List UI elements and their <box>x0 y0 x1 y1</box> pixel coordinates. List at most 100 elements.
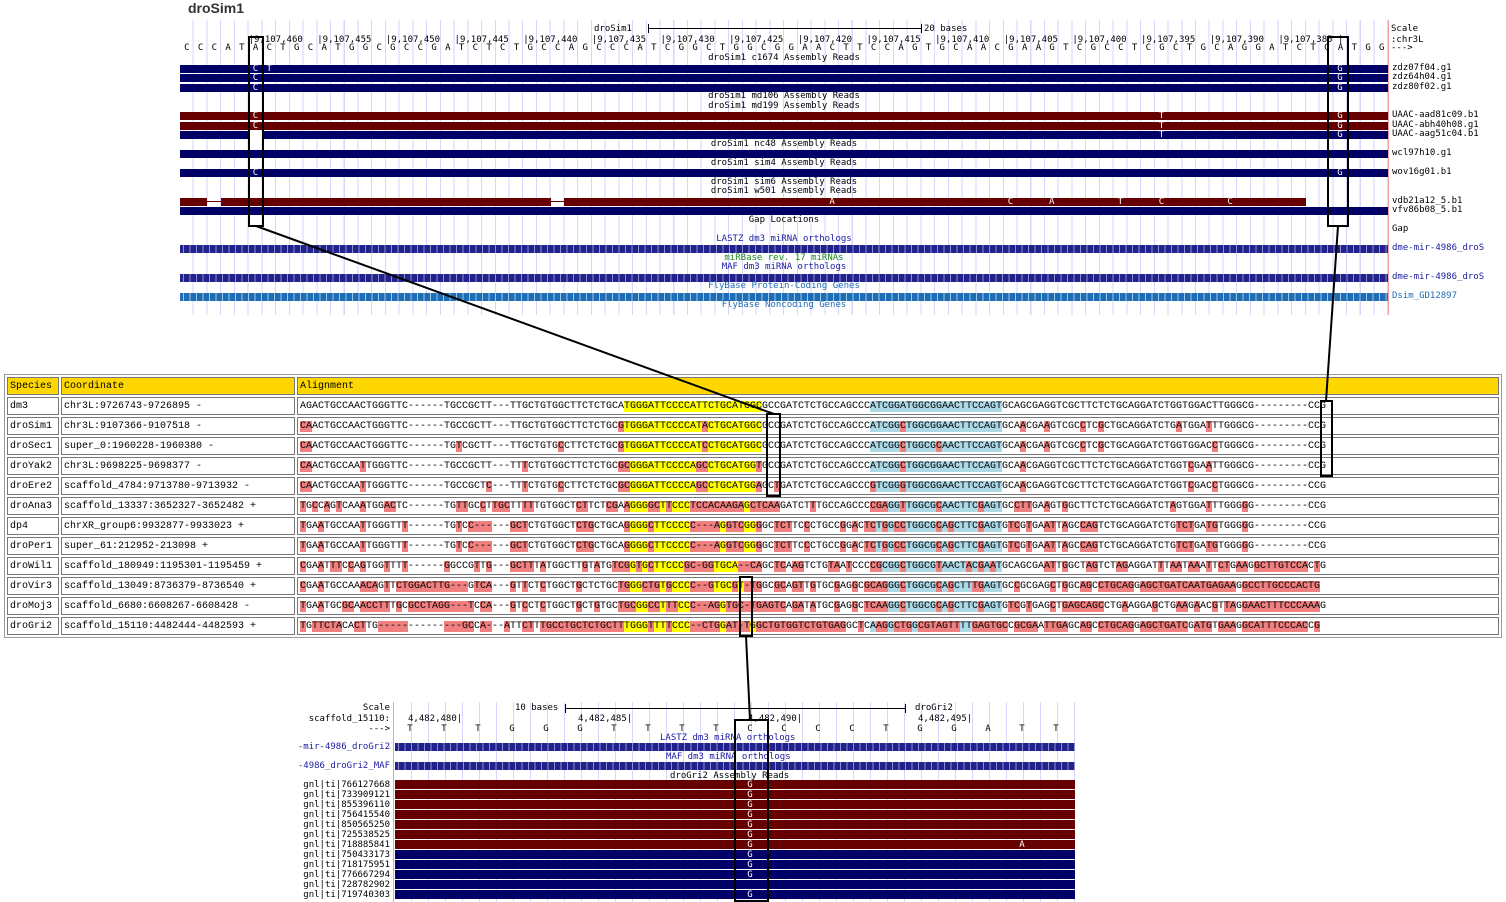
aligned-base: C <box>1242 440 1249 452</box>
aligned-base: - <box>408 480 415 492</box>
read-bar[interactable] <box>180 197 208 206</box>
read-name[interactable]: gnl|ti|850565250 <box>303 820 390 830</box>
track-row: Gap Locations <box>180 215 1388 226</box>
aligned-base: G <box>888 460 895 472</box>
aligned-base: G <box>846 540 853 552</box>
read-bar[interactable] <box>564 197 1306 206</box>
read-bar[interactable] <box>180 150 1388 159</box>
mismatch-base: T <box>1158 120 1165 131</box>
item-name[interactable]: vfv86b08_5.b1 <box>1392 205 1463 216</box>
aligned-base: C <box>1122 400 1129 412</box>
aligned-base: T <box>816 480 823 492</box>
read-name[interactable]: gnl|ti|750433173 <box>303 850 390 860</box>
aligned-base: G <box>1278 560 1285 572</box>
feature-bar[interactable] <box>180 273 1388 282</box>
read-bar[interactable] <box>180 131 249 140</box>
item-name[interactable]: wcl97h10.g1 <box>1392 148 1452 159</box>
assembly-label: droGri2 <box>915 703 953 713</box>
aligned-base: A <box>840 440 847 452</box>
maf-item-label[interactable]: -4986_droGri2_MAF <box>297 761 390 771</box>
aligned-base: G <box>768 600 775 612</box>
aligned-base: T <box>996 540 1003 552</box>
read-bar[interactable] <box>180 121 1388 130</box>
item-name[interactable]: zdz80f02.g1 <box>1392 81 1452 92</box>
lastz-ortholog-feature[interactable] <box>395 743 1075 751</box>
read-bar[interactable] <box>221 197 551 206</box>
item-name[interactable]: zdz64h04.g1 <box>1392 72 1452 83</box>
base: A <box>980 43 987 53</box>
aligned-base: C <box>954 540 961 552</box>
aligned-base: G <box>1128 620 1135 632</box>
aligned-base: - <box>492 620 499 632</box>
read-bar[interactable] <box>180 207 1388 216</box>
aligned-base: A <box>1044 560 1051 572</box>
aligned-base: - <box>1272 480 1279 492</box>
aligned-base: G <box>822 600 829 612</box>
item-name[interactable]: vdb21a12_5.b1 <box>1392 195 1463 206</box>
aligned-base: T <box>864 600 871 612</box>
read-bar[interactable] <box>262 131 1388 140</box>
aligned-base: T <box>654 560 661 572</box>
item-name[interactable]: dme-mir-4986_droS <box>1392 271 1485 282</box>
read-name[interactable]: gnl|ti|728782902 <box>303 880 390 890</box>
aligned-base: G <box>1188 420 1195 432</box>
top-browser-image[interactable]: droSim1 20 bases Scale :chr3L ---> |9,10… <box>180 20 1506 315</box>
item-name[interactable]: dme-mir-4986_droS <box>1392 243 1485 254</box>
aligned-base: - <box>498 560 505 572</box>
item-name[interactable]: zdz07f04.g1 <box>1392 62 1452 73</box>
aligned-base: G <box>1230 560 1237 572</box>
aligned-base: T <box>480 460 487 472</box>
item-name[interactable]: Gap <box>1392 224 1409 235</box>
item-name[interactable]: wov16g01.b1 <box>1392 167 1452 178</box>
aligned-base: G <box>1092 560 1099 572</box>
aligned-base: G <box>822 500 829 512</box>
aligned-base: T <box>1164 520 1171 532</box>
read-name[interactable]: gnl|ti|718175951 <box>303 860 390 870</box>
read-name[interactable]: gnl|ti|719740303 <box>303 890 390 900</box>
maf-ortholog-feature[interactable] <box>395 762 1075 770</box>
item-name[interactable]: UAAC-aag51c04.b1 <box>1392 129 1479 140</box>
aligned-base: T <box>366 540 373 552</box>
read-name[interactable]: gnl|ti|766127668 <box>303 780 390 790</box>
aligned-base: G <box>822 560 829 572</box>
read-name[interactable]: gnl|ti|756415540 <box>303 810 390 820</box>
aligned-base: T <box>1260 580 1267 592</box>
bottom-browser-image[interactable]: Scale 10 bases droGri2 scaffold_15110: -… <box>280 702 1080 902</box>
read-name[interactable]: gnl|ti|776667294 <box>303 870 390 880</box>
item-name[interactable]: UAAC-abh40h08.g1 <box>1392 119 1479 130</box>
aligned-base: G <box>780 440 787 452</box>
aligned-base: G <box>1140 560 1147 572</box>
aligned-base: G <box>888 560 895 572</box>
read-bar[interactable] <box>395 880 1075 889</box>
item-name[interactable]: Dsim_GD12897 <box>1392 290 1458 301</box>
aligned-base: T <box>804 440 811 452</box>
aligned-base: A <box>306 480 313 492</box>
aligned-base: T <box>996 480 1003 492</box>
read-bar[interactable] <box>180 83 1388 92</box>
aligned-base: T <box>804 500 811 512</box>
read-bar[interactable] <box>180 169 1388 178</box>
read-bar[interactable] <box>180 74 1388 83</box>
aligned-base: T <box>528 560 535 572</box>
aligned-base: T <box>738 460 745 472</box>
lastz-item-label[interactable]: -mir-4986_droGri2 <box>297 742 390 752</box>
aligned-base: T <box>588 580 595 592</box>
read-name[interactable]: gnl|ti|718885841 <box>303 840 390 850</box>
aligned-base: G <box>330 540 337 552</box>
read-name[interactable]: gnl|ti|733909121 <box>303 790 390 800</box>
aligned-base: C <box>462 520 469 532</box>
aligned-base: G <box>774 580 781 592</box>
read-bar[interactable] <box>180 112 1388 121</box>
feature-bar[interactable] <box>180 292 1388 301</box>
read-name[interactable]: gnl|ti|855396110 <box>303 800 390 810</box>
aligned-base: G <box>414 580 421 592</box>
aligned-base: - <box>480 520 487 532</box>
aligned-base: G <box>1194 520 1201 532</box>
read-bar[interactable] <box>180 64 1388 73</box>
read-name[interactable]: gnl|ti|725538525 <box>303 830 390 840</box>
aligned-base: G <box>984 620 991 632</box>
aligned-base: C <box>1092 420 1099 432</box>
aligned-base: C <box>936 580 943 592</box>
item-name[interactable]: UAAC-aad81c09.b1 <box>1392 110 1479 121</box>
feature-bar[interactable] <box>180 245 1388 254</box>
